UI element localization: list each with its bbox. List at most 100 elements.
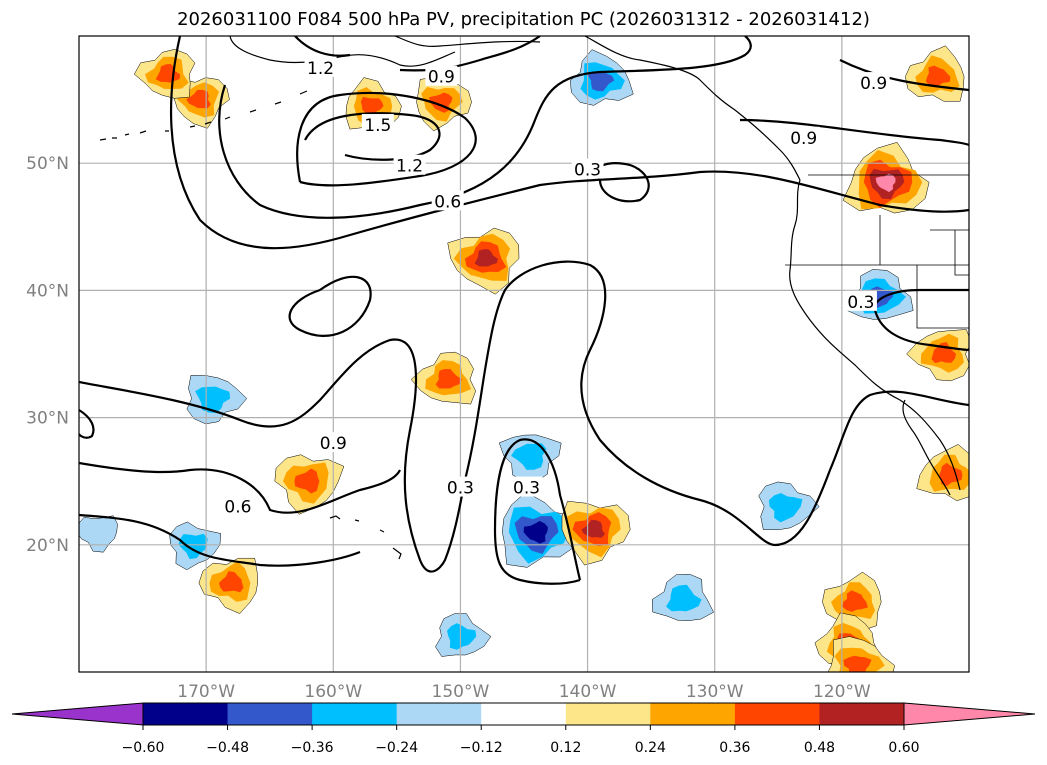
precip-blob — [651, 573, 714, 621]
aleutian-chain — [99, 90, 308, 141]
pv-contour-label: 0.3 — [574, 161, 601, 181]
pv-contour-1.5 — [304, 112, 441, 161]
lat-tick-label: 30°N — [26, 409, 69, 429]
pv-contour-label: 0.3 — [447, 479, 474, 499]
precip-blob — [435, 613, 492, 657]
precip-level — [925, 65, 951, 88]
lon-tick-label: 140°W — [559, 682, 617, 702]
pv-label-bg — [221, 495, 254, 516]
precip-blob — [498, 434, 562, 482]
pv-contour-label: 1.2 — [396, 157, 423, 177]
colorbar-segment — [819, 703, 905, 725]
colorbar-segment — [734, 703, 820, 725]
pv-label-bg — [361, 114, 394, 135]
precip-blob — [502, 491, 581, 568]
colorbar-segment — [143, 703, 229, 725]
pv-contour-label: 0.6 — [224, 498, 251, 518]
lon-tick-label: 150°W — [432, 682, 490, 702]
pv-contour-1.2 — [294, 36, 477, 187]
pv-contours — [79, 36, 969, 585]
precip-blob — [758, 481, 820, 531]
pv-contour-label: 0.3 — [513, 479, 540, 499]
colorbar-tick-label: −0.12 — [460, 740, 503, 756]
pv-contour-0.6-south — [79, 461, 401, 567]
lat-tick-label: 20°N — [26, 536, 69, 556]
colorbar-frame — [142, 702, 905, 726]
precip-blob — [198, 557, 258, 614]
pv-label-bg — [317, 432, 350, 453]
pv-contour-0.3 — [79, 162, 969, 585]
axes: 20°N 30°N 40°N 50°N 170°W 160°W 150°W 140°W 130°… — [26, 154, 871, 702]
colorbar-segment — [312, 703, 398, 725]
precip-level — [447, 623, 477, 650]
precip-level — [294, 468, 320, 494]
pv-contour-label: 1.5 — [364, 116, 391, 136]
colorbar-segment — [227, 703, 313, 725]
precip-blob — [169, 521, 222, 571]
pv-label-bg — [431, 190, 464, 211]
colorbar-min-extend — [11, 702, 144, 726]
colorbar-tick-label: 0.12 — [550, 740, 581, 756]
na-west-coastline — [789, 179, 961, 496]
state-borders — [785, 174, 969, 329]
hawaii-islands — [329, 515, 402, 560]
colorbar-segment — [396, 703, 482, 725]
precip-level — [186, 89, 211, 109]
pv-label-bg — [844, 290, 877, 311]
pv-label-bg — [787, 126, 820, 147]
precip-level — [523, 521, 548, 544]
colorbar-segment — [650, 703, 736, 725]
lat-tick-label: 40°N — [26, 281, 69, 301]
precip-level — [218, 571, 244, 593]
pv-label-bg — [571, 158, 604, 179]
precip-level — [666, 584, 702, 612]
pv-contour-0.9-east — [739, 59, 969, 147]
precip-level — [939, 462, 963, 486]
precip-level — [79, 515, 118, 553]
precip-blob — [916, 444, 969, 502]
precip-blob — [906, 329, 969, 382]
map-frame — [78, 35, 970, 673]
colorbar-tick-label: 0.36 — [719, 740, 750, 756]
pv-contour-0.6 — [169, 36, 969, 337]
pv-contour-label: 0.6 — [434, 192, 461, 212]
colorbar: −0.60 −0.48 −0.36 −0.24 −0.12 0.12 0.24 0.36 0.4… — [11, 702, 1036, 756]
precip-blob — [79, 515, 118, 553]
lon-tick-label: 120°W — [813, 682, 871, 702]
precip-blob — [274, 454, 345, 515]
precip-blob — [447, 227, 520, 295]
colorbar-tick-label: −0.36 — [291, 740, 334, 756]
colorbar-tick-label: 0.24 — [635, 740, 666, 756]
pv-contour-label: 0.3 — [847, 293, 874, 313]
colorbar-tick-label: −0.60 — [122, 740, 165, 756]
pv-contour-label: 0.9 — [860, 74, 887, 94]
precip-blob — [186, 375, 248, 425]
precip-blob — [416, 76, 472, 132]
precip-level — [435, 369, 462, 389]
precip-blob — [410, 351, 476, 405]
colorbar-tick-label: −0.24 — [375, 740, 418, 756]
precip-level — [474, 249, 498, 267]
pv-label-bg — [444, 476, 477, 497]
chart-title: 2026031100 F084 500 hPa PV, precipitatio… — [177, 9, 870, 30]
pv-contour-label: 0.9 — [320, 434, 347, 454]
pv-label-bg — [857, 72, 890, 93]
precip-blob — [842, 142, 930, 214]
pv-label-bg — [425, 65, 458, 86]
colorbar-tick-label: 0.60 — [888, 740, 919, 756]
precip-level — [843, 655, 872, 672]
precip-level — [587, 71, 615, 92]
lon-tick-label: 170°W — [177, 682, 235, 702]
colorbar-max-extend — [903, 702, 1036, 726]
pv-label-bg — [393, 154, 426, 175]
precip-level — [360, 96, 384, 117]
precip-level — [195, 386, 231, 413]
lon-tick-label: 130°W — [686, 682, 744, 702]
precip-level — [842, 590, 868, 612]
precip-level — [511, 443, 547, 470]
pv-contour-label: 0.9 — [790, 129, 817, 149]
pv-label-bg — [510, 476, 543, 497]
lon-tick-label: 160°W — [304, 682, 362, 702]
precip-level — [768, 493, 803, 523]
